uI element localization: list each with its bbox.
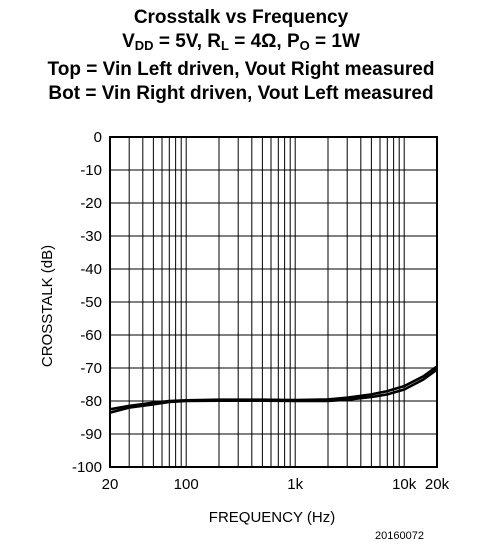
chart-note-top: Top = Vin Left driven, Vout Right measur…	[47, 59, 435, 80]
x-axis-label: FREQUENCY (Hz)	[209, 509, 335, 526]
chart-note-bottom: Bot = Vin Right driven, Vout Left measur…	[48, 83, 434, 104]
y-tick-label: -70	[80, 360, 102, 377]
y-tick-label: 0	[94, 129, 102, 146]
grid	[109, 136, 438, 468]
x-tick-label: 1k	[287, 476, 303, 493]
plot-frame	[109, 136, 438, 468]
subtitle-rl-value: = 4Ω, P	[228, 31, 300, 52]
chart-titles: Crosstalk vs Frequency VDD = 5V, RL = 4Ω…	[0, 6, 482, 106]
y-tick-label: -90	[80, 426, 102, 443]
x-tick-label: 20k	[425, 476, 450, 493]
subtitle-rl-sub: L	[220, 38, 229, 53]
series-line-2	[109, 368, 438, 414]
subtitle-po-value: = 1W	[309, 31, 360, 52]
subtitle-vdd-sub: DD	[134, 38, 154, 53]
y-tick-label: -80	[80, 393, 102, 410]
figure-code: 20160072	[375, 530, 424, 542]
x-tick-label: 10k	[392, 476, 417, 493]
y-tick-label: -20	[80, 195, 102, 212]
subtitle-po-sub: O	[299, 38, 310, 53]
subtitle-vdd-prefix: V	[122, 31, 135, 52]
y-axis-label: CROSSTALK (dB)	[39, 245, 56, 367]
y-tick-label: -50	[80, 294, 102, 311]
chart-title: Crosstalk vs Frequency	[133, 7, 349, 28]
series-group	[109, 365, 438, 414]
x-tick-label: 20	[102, 476, 119, 493]
chart-subtitle: VDD = 5V, RL = 4Ω, PO = 1W	[0, 30, 482, 58]
subtitle-vdd-value: = 5V, R	[153, 31, 221, 52]
x-tick-label: 100	[174, 476, 199, 493]
y-tick-label: -30	[80, 228, 102, 245]
y-tick-label: -60	[80, 327, 102, 344]
y-tick-label: -100	[72, 459, 102, 476]
y-tick-label: -40	[80, 261, 102, 278]
y-tick-label: -10	[80, 162, 102, 179]
